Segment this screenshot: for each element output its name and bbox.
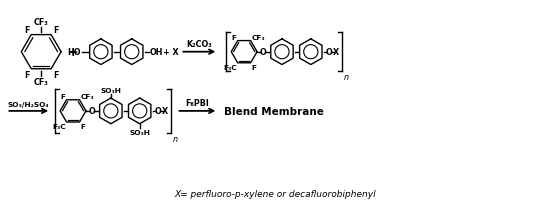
Text: CF₃: CF₃ [34,78,48,87]
Text: F: F [80,123,85,129]
Text: F: F [251,64,257,70]
Text: SO₃H: SO₃H [101,88,121,94]
Text: n: n [173,134,178,143]
Text: X= perfluoro-p-xylene or decafluorobiphenyl: X= perfluoro-p-xylene or decafluorobiphe… [174,189,376,198]
Text: CF₃: CF₃ [80,93,94,99]
Text: X: X [162,107,168,116]
Text: O: O [89,107,95,116]
Text: n: n [344,73,349,82]
Text: F: F [232,34,236,40]
Text: F: F [24,26,29,34]
Text: K₂CO₃: K₂CO₃ [186,40,212,48]
Text: F: F [53,26,58,34]
Text: CF₃: CF₃ [251,34,265,40]
Text: HO: HO [68,48,81,57]
Text: O: O [154,107,161,116]
Text: Blend Membrane: Blend Membrane [224,106,324,116]
Text: F₃C: F₃C [52,123,65,129]
Text: O: O [326,48,332,57]
Text: SO₃H: SO₃H [129,129,150,135]
Text: +: + [68,46,78,59]
Text: O: O [260,48,266,57]
Text: F₆PBI: F₆PBI [185,98,210,107]
Text: F: F [53,70,58,79]
Text: + X: + X [163,48,178,57]
Text: X: X [333,48,339,57]
Text: SO₃/H₂SO₄: SO₃/H₂SO₄ [8,101,50,107]
Text: OH: OH [150,48,163,57]
Text: F: F [24,70,29,79]
Text: F: F [60,93,65,99]
Text: CF₃: CF₃ [34,18,48,27]
Text: F₃C: F₃C [223,64,236,70]
